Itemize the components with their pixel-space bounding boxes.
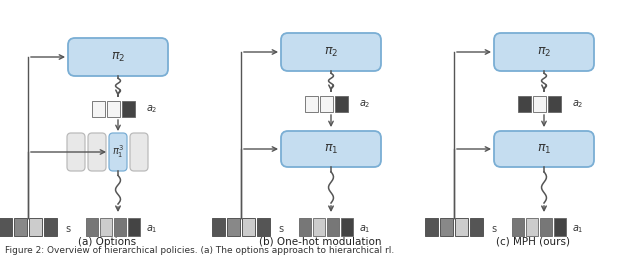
Text: s: s (65, 224, 70, 234)
FancyBboxPatch shape (130, 133, 148, 171)
Bar (242, 218, 255, 236)
Text: $\pi_1$: $\pi_1$ (324, 142, 338, 155)
Bar (327, 218, 339, 236)
Bar (14, 218, 27, 236)
Text: $a_1$: $a_1$ (572, 223, 584, 235)
Bar (540, 218, 552, 236)
Text: $a_2$: $a_2$ (146, 103, 157, 115)
Text: $\pi_1$: $\pi_1$ (537, 142, 551, 155)
Bar (518, 96, 531, 112)
Bar (319, 96, 333, 112)
Bar (313, 218, 325, 236)
Text: s: s (491, 224, 496, 234)
Bar (440, 218, 453, 236)
Bar (212, 218, 225, 236)
Bar (554, 218, 566, 236)
Bar (44, 218, 57, 236)
Bar (526, 218, 538, 236)
Bar (299, 218, 311, 236)
FancyBboxPatch shape (109, 133, 127, 171)
Bar (0, 218, 12, 236)
Bar (455, 218, 468, 236)
Text: s: s (278, 224, 283, 234)
Bar (92, 101, 104, 117)
Bar (106, 101, 120, 117)
Bar (341, 218, 353, 236)
Text: $\pi_1^3$: $\pi_1^3$ (112, 144, 124, 160)
Text: $a_2$: $a_2$ (359, 98, 371, 110)
Bar (547, 96, 561, 112)
FancyBboxPatch shape (88, 133, 106, 171)
Text: $\pi_2$: $\pi_2$ (537, 45, 551, 59)
Text: Figure 2: Overview of hierarchical policies. (a) The options approach to hierarc: Figure 2: Overview of hierarchical polic… (5, 246, 394, 255)
Bar (128, 218, 140, 236)
Bar (532, 96, 545, 112)
Bar (122, 101, 134, 117)
Bar (100, 218, 112, 236)
Text: $a_1$: $a_1$ (146, 223, 157, 235)
FancyBboxPatch shape (281, 33, 381, 71)
Bar (512, 218, 524, 236)
Bar (86, 218, 98, 236)
Bar (305, 96, 317, 112)
Text: $\pi_2$: $\pi_2$ (111, 50, 125, 63)
Bar (257, 218, 270, 236)
Bar (425, 218, 438, 236)
Bar (470, 218, 483, 236)
Bar (114, 218, 126, 236)
FancyBboxPatch shape (68, 38, 168, 76)
Text: (c) MPH (ours): (c) MPH (ours) (496, 237, 570, 247)
FancyBboxPatch shape (494, 131, 594, 167)
Text: $a_2$: $a_2$ (572, 98, 584, 110)
Bar (29, 218, 42, 236)
Bar (227, 218, 240, 236)
Text: $\pi_2$: $\pi_2$ (324, 45, 338, 59)
Bar (335, 96, 348, 112)
Text: $a_1$: $a_1$ (359, 223, 371, 235)
Text: (b) One-hot modulation: (b) One-hot modulation (259, 237, 381, 247)
Text: (a) Options: (a) Options (78, 237, 136, 247)
FancyBboxPatch shape (281, 131, 381, 167)
FancyBboxPatch shape (494, 33, 594, 71)
FancyBboxPatch shape (67, 133, 85, 171)
